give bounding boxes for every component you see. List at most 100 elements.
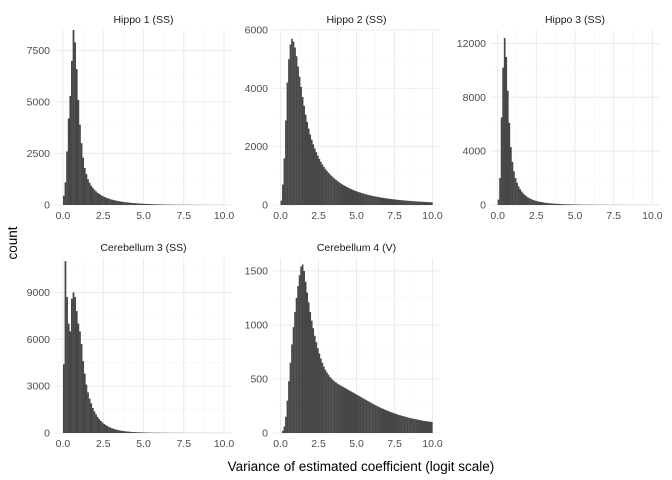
histogram-bar — [83, 373, 86, 433]
histogram-bar — [539, 201, 542, 205]
x-tick-label: 7.5 — [176, 210, 191, 222]
histogram-bar — [141, 432, 144, 433]
histogram-bar — [64, 182, 67, 205]
x-tick-label: 0.0 — [273, 438, 288, 450]
x-tick-label: 0.0 — [56, 210, 71, 222]
histogram-bar — [414, 419, 416, 433]
histogram-bar — [120, 430, 123, 433]
histogram-bar — [301, 264, 304, 433]
histogram-bar — [145, 203, 147, 205]
histogram-bar — [400, 415, 403, 433]
facet-title: Hippo 2 (SS) — [326, 14, 386, 26]
histogram-bar — [149, 204, 152, 205]
histogram-bar — [103, 423, 105, 433]
histogram-bar — [292, 327, 295, 433]
histogram-bar — [112, 428, 115, 433]
histogram-bar — [161, 204, 163, 205]
histogram-bar — [497, 199, 500, 205]
facet-title: Cerebellum 4 (V) — [317, 242, 396, 254]
histogram-bar — [316, 155, 319, 205]
x-tick-label: 10.0 — [422, 438, 443, 450]
histogram-bar — [520, 191, 523, 205]
histogram-bar — [505, 56, 508, 205]
histogram-bar — [133, 432, 136, 433]
histogram-bar — [408, 200, 410, 205]
histogram-bar — [567, 204, 569, 205]
x-tick-label: 5.0 — [136, 210, 151, 222]
x-axis-title: Variance of estimated coefficient (logit… — [228, 459, 495, 474]
histogram-bar — [91, 408, 94, 433]
histogram-bar — [154, 204, 157, 205]
histogram-bar — [291, 38, 293, 205]
histogram-bar — [405, 200, 407, 205]
histogram-bar — [286, 82, 289, 205]
facet-title: Cerebellum 3 (SS) — [100, 242, 186, 254]
histogram-bar — [412, 418, 415, 433]
histogram-bar — [324, 369, 327, 433]
histogram-bar — [417, 201, 419, 205]
histogram-bar — [345, 388, 348, 433]
histogram-bar — [565, 204, 568, 205]
histogram-bar — [373, 196, 375, 205]
histogram-bar — [295, 56, 298, 205]
histogram-bar — [426, 421, 429, 433]
histogram-bar — [108, 198, 110, 205]
histogram-bar — [318, 158, 321, 205]
facet-title: Hippo 1 (SS) — [113, 14, 173, 26]
histogram-bar — [291, 344, 293, 433]
histogram-bar — [329, 174, 331, 205]
histogram-bar — [101, 422, 104, 433]
histogram-bar — [111, 428, 114, 433]
histogram-bar — [315, 342, 318, 433]
histogram-bar — [514, 178, 517, 205]
histogram-bar — [368, 195, 371, 205]
histogram-bar — [310, 139, 313, 205]
histogram-bar — [69, 331, 72, 433]
x-tick-label: 7.5 — [606, 210, 621, 222]
x-tick-label: 2.5 — [96, 210, 111, 222]
histogram-bar — [511, 161, 514, 205]
x-tick-label: 0.0 — [56, 438, 71, 450]
histogram-bar — [321, 362, 324, 433]
histogram-bar — [533, 200, 535, 205]
y-tick-label: 0 — [44, 428, 50, 440]
histogram-bar — [380, 197, 383, 205]
histogram-bar — [306, 292, 309, 433]
histogram-bar — [125, 202, 128, 205]
histogram-bar — [114, 200, 117, 205]
histogram-bar — [353, 393, 356, 433]
histogram-bar — [402, 200, 404, 205]
histogram-bar — [140, 432, 143, 433]
histogram-bar — [399, 415, 401, 433]
histogram-bar — [338, 182, 340, 205]
histogram-bar — [127, 431, 130, 433]
histogram-bar — [354, 394, 357, 433]
histogram-bar — [143, 432, 146, 433]
histogram-bar — [389, 412, 392, 433]
histogram-bar — [573, 204, 576, 205]
histogram-bar — [341, 184, 343, 205]
histogram-bar — [362, 398, 365, 433]
histogram-bar — [559, 204, 562, 205]
histogram-bar — [525, 196, 528, 205]
histogram-bar — [117, 201, 120, 205]
histogram-bar — [282, 184, 284, 205]
histogram-bar — [87, 392, 89, 433]
histogram-bar — [109, 199, 112, 205]
histogram-bar — [356, 394, 359, 433]
histogram-bar — [327, 172, 330, 205]
histogram-bar — [370, 402, 372, 433]
histogram-bar — [426, 202, 429, 205]
histogram-bar — [382, 197, 385, 205]
histogram-bar — [326, 372, 328, 433]
histogram-bar — [414, 201, 416, 205]
histogram-bar — [79, 331, 81, 433]
histogram-bar — [411, 418, 413, 433]
histogram-bar — [96, 416, 99, 433]
histogram-bar — [98, 193, 101, 205]
histogram-bar — [72, 292, 75, 433]
histogram-bar — [309, 312, 312, 433]
x-tick-label: 5.0 — [349, 438, 364, 450]
facet-panel: 0.0 2.5 5.0 7.5 10.0 0 4000 8000 12000 Hippo 3 (S… — [457, 14, 663, 222]
histogram-bar — [341, 386, 343, 433]
